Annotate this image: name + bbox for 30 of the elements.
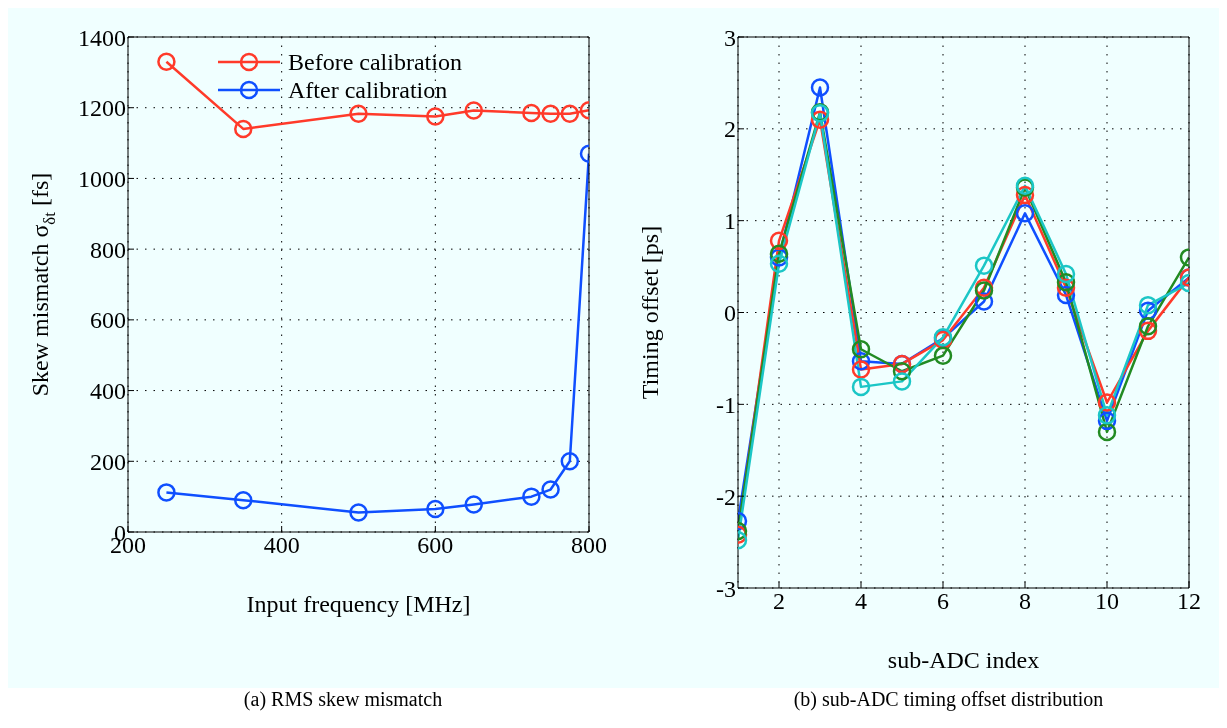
x-tick-label: 600 (417, 532, 454, 559)
x-tick-label: 12 (1177, 588, 1201, 615)
y-tick-label: -2 (716, 483, 736, 510)
y-tick-label: 200 (90, 448, 126, 475)
y-tick-label: -3 (716, 575, 736, 602)
y-tick-label: 3 (724, 24, 736, 51)
y-tick-label: 400 (90, 378, 126, 405)
y-tick-label: -1 (716, 391, 736, 418)
y-tick-label: 2 (724, 116, 736, 143)
y-axis-title: Timing offset [ps] (636, 225, 663, 400)
text: (b) sub-ADC timing offset distribution (792, 688, 1105, 711)
x-tick-label: 800 (571, 532, 607, 559)
legend-label: Before calibration (288, 48, 462, 76)
x-tick-label: 4 (855, 588, 867, 615)
x-tick-label: 2 (773, 588, 785, 615)
x-tick-label: 400 (263, 532, 300, 559)
y-tick-label: 600 (90, 307, 126, 334)
legend-label: After calibration (288, 76, 448, 104)
x-tick-label: 10 (1095, 588, 1119, 615)
x-tick-label: 8 (1019, 588, 1031, 615)
text: (a) RMS skew mismatch (242, 688, 444, 711)
y-tick-label: 1200 (78, 95, 126, 122)
x-axis-title: sub-ADC index (887, 647, 1040, 673)
x-axis-title: Input frequency [MHz] (246, 591, 471, 617)
y-tick-label: 0 (724, 300, 736, 327)
y-tick-label: 1000 (78, 165, 126, 192)
y-tick-label: 1400 (78, 24, 126, 51)
y-tick-label: 800 (90, 236, 126, 263)
x-tick-label: 6 (937, 588, 949, 615)
y-tick-label: 1 (724, 208, 736, 235)
